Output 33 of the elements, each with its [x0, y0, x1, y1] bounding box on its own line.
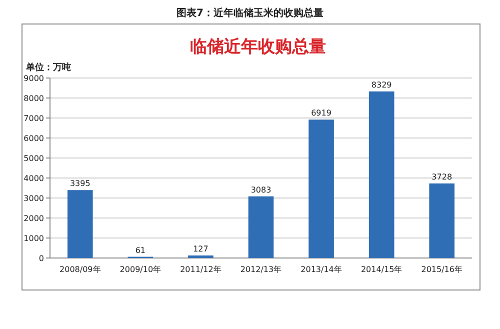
y-tick-label: 0 [38, 254, 44, 263]
data-label: 61 [135, 246, 146, 255]
x-tick-label: 2008/09年 [60, 265, 101, 274]
y-tick-label: 6000 [24, 134, 44, 143]
x-tick-label: 2011/12年 [180, 265, 222, 274]
chart-subtitle: 临储近年收购总量 [190, 37, 326, 57]
bar [368, 91, 394, 258]
y-tick-label: 9000 [24, 74, 44, 83]
bar [67, 190, 93, 258]
data-label: 3395 [70, 179, 90, 188]
chart-title: 图表7：近年临储玉米的收购总量 [176, 7, 324, 19]
data-label: 6919 [311, 108, 332, 118]
bar [429, 183, 455, 258]
data-label: 8329 [371, 80, 392, 90]
x-tick-label: 2015/16年 [421, 265, 462, 274]
bar [248, 196, 274, 258]
y-axis-title: 单位：万吨 [25, 62, 71, 73]
y-tick-label: 8000 [24, 94, 44, 103]
y-tick-label: 5000 [24, 154, 44, 163]
data-label: 3083 [250, 185, 272, 194]
x-tick-label: 2012/13年 [240, 265, 282, 274]
y-tick-label: 2000 [24, 214, 44, 223]
y-tick-label: 7000 [24, 114, 44, 123]
x-tick-label: 2014/15年 [360, 265, 402, 274]
y-tick-label: 4000 [24, 174, 44, 183]
y-tick-label: 3000 [24, 194, 44, 203]
y-tick-label: 1000 [24, 234, 44, 243]
x-tick-label: 2013/14年 [300, 265, 342, 274]
bar [188, 255, 214, 258]
bar [308, 120, 334, 258]
data-label: 127 [193, 244, 208, 254]
x-tick-label: 2009/10年 [120, 265, 162, 274]
data-label: 3728 [432, 172, 452, 182]
